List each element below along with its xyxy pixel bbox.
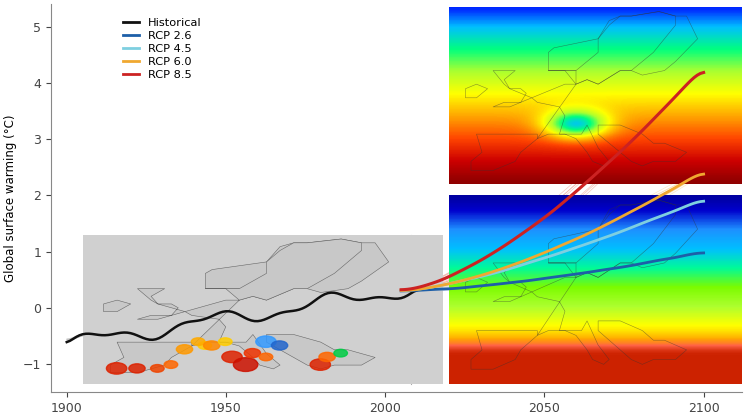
Y-axis label: Global surface warming (°C): Global surface warming (°C) — [4, 114, 17, 282]
Legend: Historical, RCP 2.6, RCP 4.5, RCP 6.0, RCP 8.5: Historical, RCP 2.6, RCP 4.5, RCP 6.0, R… — [119, 14, 207, 84]
